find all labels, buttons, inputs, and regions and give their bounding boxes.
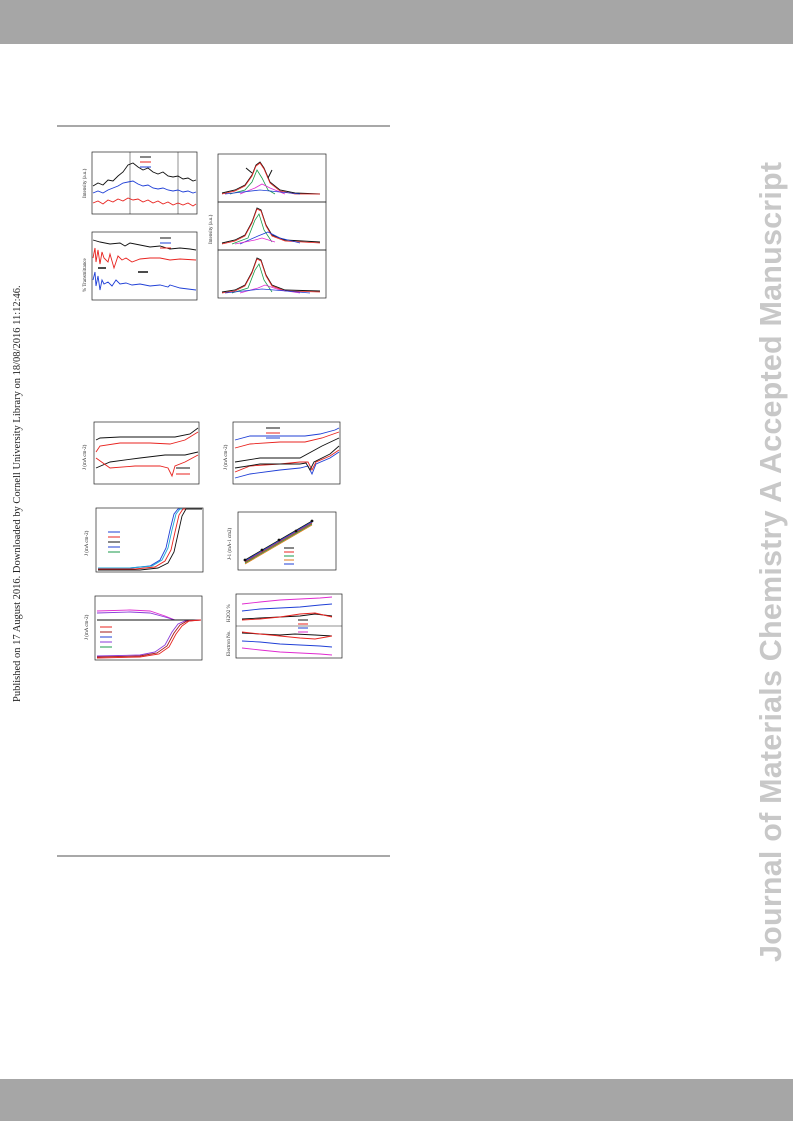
h2o2-panel: H2O2 % Electron No. [227,593,343,659]
ftir-ylabel: % Transmittance [83,257,88,292]
ftir-black-curve [92,239,197,251]
xps-ylabel: Intensity (a.u.) [209,214,214,244]
ftir-red-curve [92,247,197,270]
xrd-ylabel: Intensity (a.u.) [83,168,88,198]
h2o2-ylabel: H2O2 % [227,604,232,622]
bottom-rule [57,855,390,857]
bottom-banner [0,1079,793,1121]
rrde-panel: J (mA cm-2) [85,595,203,661]
ftir-blue-curve [92,271,197,291]
xps-panel: Intensity (a.u.) [209,153,327,299]
top-rule [57,125,390,127]
rrde-ylabel: J (mA cm-2) [85,614,90,640]
xrd-black-curve [92,162,197,187]
xrd-blue-curve [92,180,197,194]
top-banner [0,0,793,44]
cv1-panel: J (mA cm-2) [83,421,200,485]
cv1-ylabel: J (mA cm-2) [83,444,88,470]
cv2-ylabel: J (mA cm-2) [224,444,229,470]
kl-panel: J-1 (mA-1 cm2) [228,511,337,571]
xrd-red-curve [92,197,197,207]
ftir-panel: % Transmittance [83,231,198,301]
lsv-ylabel: J (mA cm-2) [85,530,90,556]
xrd-panel: Intensity (a.u.) [83,151,198,215]
cv2-panel: J (mA cm-2) [224,421,341,485]
lsv-panel: J (mA cm-2) [85,507,204,573]
kl-ylabel: J-1 (mA-1 cm2) [228,527,233,560]
electron-number-ylabel: Electron No. [227,630,232,656]
